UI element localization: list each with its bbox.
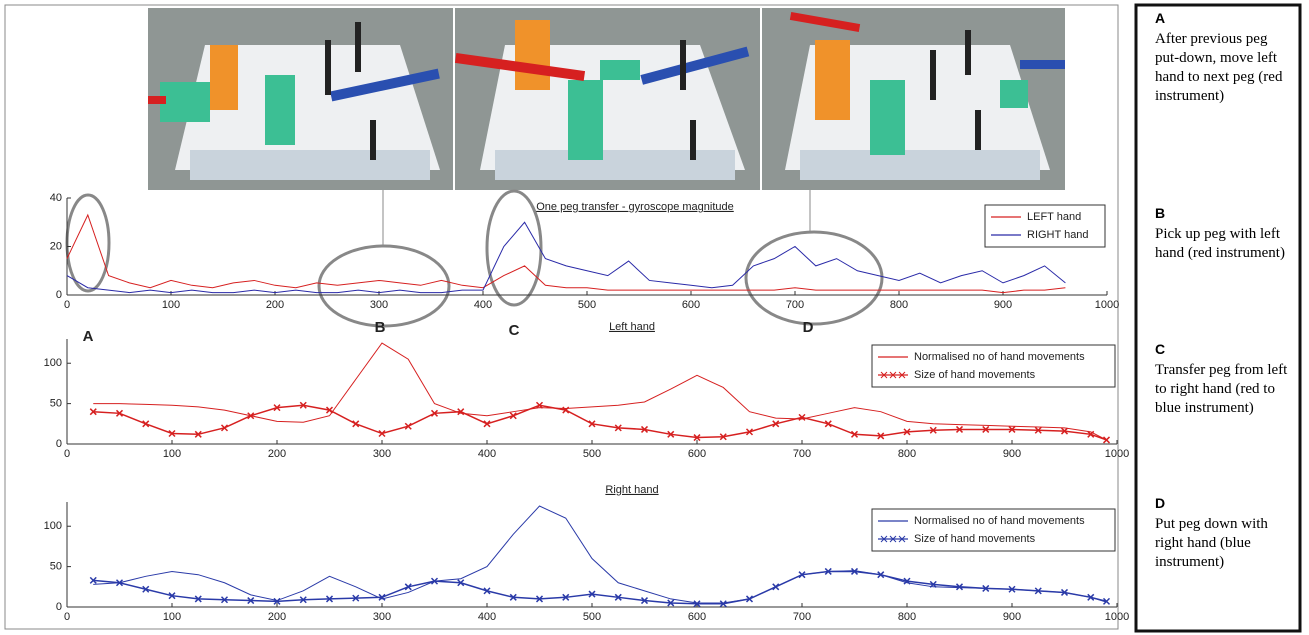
annotation: A (83, 328, 94, 345)
connector (383, 190, 810, 246)
legend-label: RIGHT hand (1027, 229, 1089, 241)
photo (148, 8, 453, 190)
x-tick-label: 100 (163, 611, 181, 623)
panel-text: After previous peg put-down, move left h… (1155, 30, 1290, 106)
y-tick-label: 50 (50, 398, 62, 410)
photo (455, 8, 760, 190)
panel-text: Pick up peg with left hand (red instrume… (1155, 225, 1290, 263)
panel-label: D (1155, 495, 1290, 511)
annotation: D (803, 319, 814, 336)
figure: A B C D One peg transfer - gyroscope mag… (0, 0, 1309, 635)
y-tick-label: 0 (56, 601, 62, 613)
x-tick-label: 700 (793, 448, 811, 460)
panel-label: A (1155, 10, 1290, 26)
x-tick-label: 0 (64, 448, 70, 460)
x-tick-label: 700 (786, 299, 804, 311)
x-tick-label: 900 (1003, 611, 1021, 623)
panel-item: C Transfer peg from left to right hand (r… (1155, 341, 1290, 418)
chart-title: Right hand (605, 484, 658, 496)
legend-label: Size of hand movements (914, 369, 1036, 381)
y-tick-label: 0 (56, 438, 62, 450)
data-line (67, 222, 1065, 292)
panel-item: D Put peg down with right hand (blue inst… (1155, 495, 1290, 572)
annotation: B (375, 319, 386, 336)
panel-text: Transfer peg from left to right hand (re… (1155, 361, 1290, 418)
y-tick-label: 100 (44, 357, 62, 369)
y-tick-label: 0 (56, 289, 62, 301)
x-tick-label: 300 (373, 448, 391, 460)
y-tick-label: 100 (44, 520, 62, 532)
x-tick-label: 500 (578, 299, 596, 311)
data-marker (773, 584, 779, 590)
page: A B C D One peg transfer - gyroscope mag… (0, 0, 1309, 635)
x-tick-label: 800 (898, 448, 916, 460)
chart-title: Left hand (609, 321, 655, 333)
x-tick-label: 1000 (1105, 611, 1129, 623)
y-tick-label: 40 (50, 192, 62, 204)
x-tick-label: 400 (474, 299, 492, 311)
panel-item: B Pick up peg with left hand (red instrum… (1155, 205, 1290, 263)
x-tick-label: 100 (163, 448, 181, 460)
y-tick-label: 50 (50, 561, 62, 573)
legend-label: Size of hand movements (914, 533, 1036, 545)
panel-item: A After previous peg put-down, move left … (1155, 10, 1290, 106)
data-line (67, 215, 1065, 293)
y-tick-label: 20 (50, 240, 62, 252)
x-tick-label: 500 (583, 611, 601, 623)
panel-text: Put peg down with right hand (blue instr… (1155, 515, 1290, 572)
x-tick-label: 0 (64, 299, 70, 311)
chart-title: One peg transfer - gyroscope magnitude (536, 201, 734, 213)
legend-label: LEFT hand (1027, 211, 1081, 223)
photo (762, 8, 1065, 190)
annotation: C (509, 322, 520, 339)
panel-label: C (1155, 341, 1290, 357)
x-tick-label: 800 (898, 611, 916, 623)
panel-label: B (1155, 205, 1290, 221)
legend-label: Normalised no of hand movements (914, 515, 1085, 527)
x-tick-label: 900 (1003, 448, 1021, 460)
x-tick-label: 700 (793, 611, 811, 623)
x-tick-label: 600 (688, 448, 706, 460)
x-tick-label: 600 (682, 299, 700, 311)
legend-label: Normalised no of hand movements (914, 351, 1085, 363)
x-tick-label: 900 (994, 299, 1012, 311)
x-tick-label: 400 (478, 448, 496, 460)
x-tick-label: 0 (64, 611, 70, 623)
x-tick-label: 400 (478, 611, 496, 623)
x-tick-label: 500 (583, 448, 601, 460)
x-tick-label: 100 (162, 299, 180, 311)
x-tick-label: 800 (890, 299, 908, 311)
x-tick-label: 1000 (1105, 448, 1129, 460)
x-tick-label: 600 (688, 611, 706, 623)
x-tick-label: 200 (268, 611, 286, 623)
x-tick-label: 1000 (1095, 299, 1119, 311)
x-tick-label: 200 (266, 299, 284, 311)
x-tick-label: 300 (370, 299, 388, 311)
x-tick-label: 300 (373, 611, 391, 623)
x-tick-label: 200 (268, 448, 286, 460)
data-line (93, 405, 1106, 440)
